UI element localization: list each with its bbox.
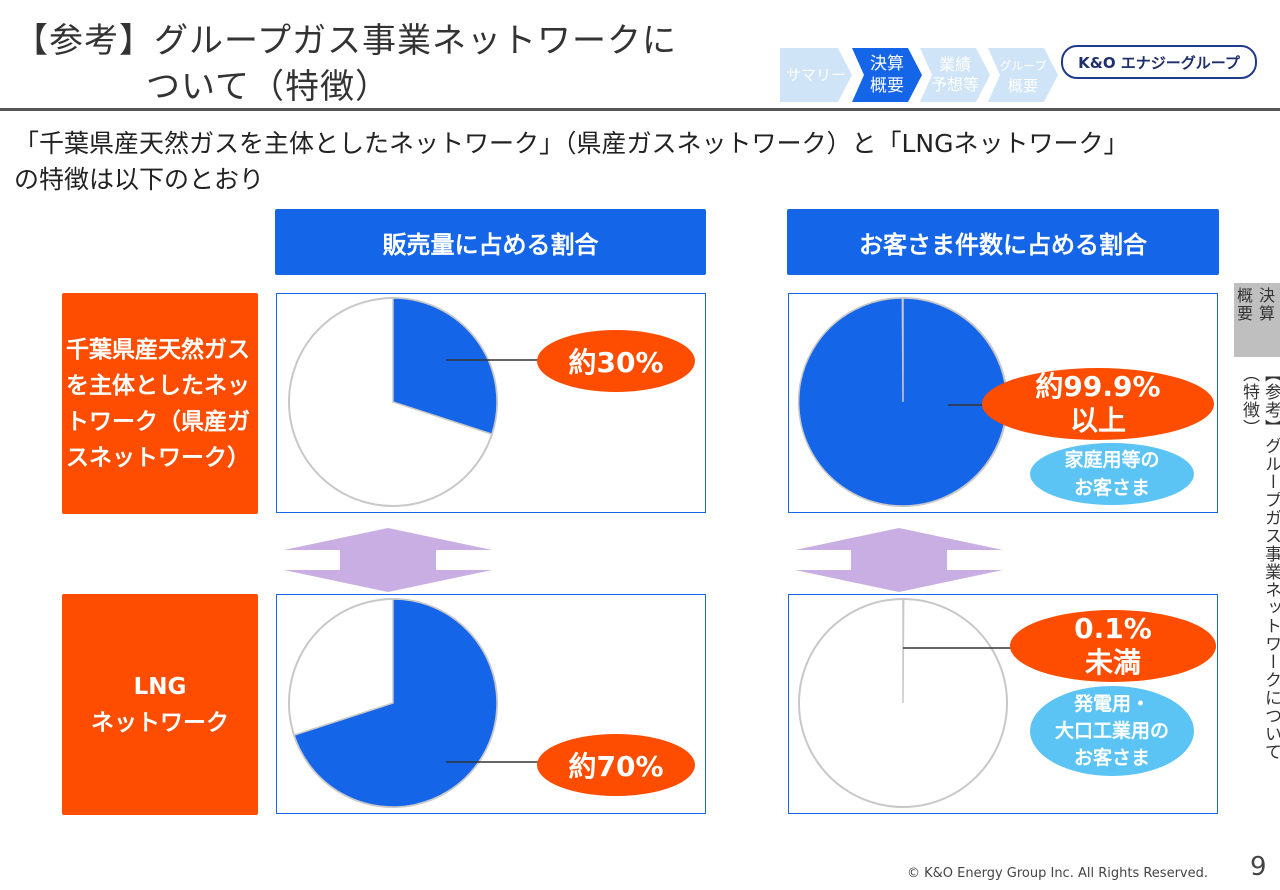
data-label-70: 約70% (537, 734, 695, 796)
page-title: 【参考】グループガス事業ネットワークに ついて（特徴） (14, 18, 677, 110)
pie-chart-customers-prefectural (797, 297, 1008, 507)
pie-slice-share (797, 297, 1008, 507)
customer-note-household: 家庭用等の お客さま (1030, 443, 1194, 505)
page-subtitle-line1: 「千葉県産天然ガスを主体としたネットワーク」（県産ガスネットワーク）と「LNGネ… (14, 129, 1129, 158)
nav-step-group[interactable]: グループ 概要 (988, 48, 1058, 102)
section-nav: サマリー 決算 概要 業績 予想等 グループ 概要 (780, 48, 1060, 102)
title-divider (0, 108, 1280, 111)
row-label-prefectural-network: 千葉県産天然ガスを主体としたネットワーク（県産ガスネットワーク） (62, 293, 258, 514)
nav-step-forecast[interactable]: 業績 予想等 (920, 48, 990, 102)
company-logo: K&O エナジーグループ (1061, 45, 1257, 79)
page-title-line1: 【参考】グループガス事業ネットワークに (14, 21, 677, 61)
compare-arrow-right (795, 528, 1003, 592)
side-tab-results-overview[interactable]: 決算 概要 (1234, 283, 1280, 357)
page-number: 9 (1250, 852, 1267, 882)
pie-chart-sales-lng (288, 598, 498, 808)
column-header-customers: お客さま件数に占める割合 (787, 209, 1219, 275)
pie-slice-share (293, 598, 498, 808)
data-label-30: 約30% (537, 330, 695, 392)
data-label-999: 約99.9% 以上 (982, 368, 1214, 440)
pie-slice-share (902, 598, 905, 704)
side-vertical-title: 【参考】グループガス事業ネットワークについて（特徴） (1239, 365, 1280, 761)
pie-slice-share (392, 297, 498, 436)
page-subtitle: 「千葉県産天然ガスを主体としたネットワーク」（県産ガスネットワーク）と「LNGネ… (14, 126, 1129, 198)
pie-chart-customers-lng (798, 598, 1008, 808)
column-header-sales: 販売量に占める割合 (275, 209, 706, 275)
row-label-lng-network: LNG ネットワーク (62, 594, 258, 815)
pie-chart-sales-prefectural (288, 297, 498, 507)
customer-note-industrial: 発電用・ 大口工業用の お客さま (1030, 686, 1194, 776)
nav-step-summary[interactable]: サマリー (780, 48, 852, 102)
page-subtitle-line2: の特徴は以下のとおり (14, 165, 265, 194)
compare-arrow-left (284, 528, 492, 592)
data-label-01: 0.1% 未満 (1010, 610, 1216, 682)
nav-step-results[interactable]: 決算 概要 (852, 48, 922, 102)
page-title-line2: ついて（特徴） (146, 67, 390, 107)
copyright-footer: © K&O Energy Group Inc. All Rights Reser… (906, 866, 1208, 881)
